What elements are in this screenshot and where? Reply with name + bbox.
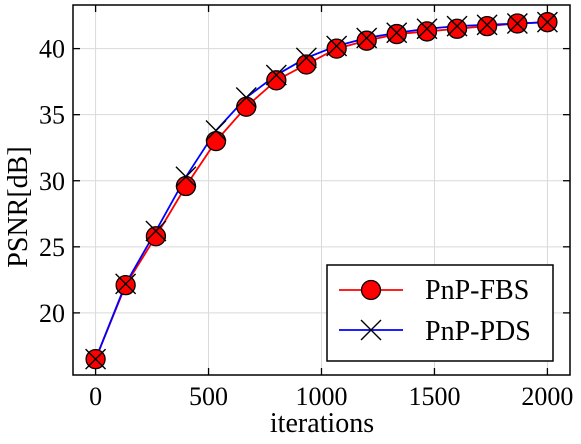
y-axis-label: PSNR[dB] (3, 146, 34, 267)
data-point-pnp-pds (446, 15, 468, 37)
data-point-pnp-pds (115, 273, 137, 295)
y-tick-label: 30 (39, 167, 65, 196)
y-tick-label: 35 (39, 101, 65, 130)
legend-marker-pds (360, 319, 382, 341)
data-point-pnp-fbs (386, 23, 407, 45)
x-tick-label: 2000 (521, 382, 573, 411)
axis-ticks (73, 5, 570, 375)
data-point-pnp-fbs (145, 226, 167, 247)
data-point-pnp-pds (326, 35, 348, 57)
series-line-pnp-fbs (94, 21, 548, 360)
y-tick-label: 25 (39, 233, 65, 262)
y-tick-label: 40 (39, 35, 65, 64)
legend-label-pds: PnP-PDS (425, 316, 531, 347)
data-point-pnp-fbs (115, 274, 136, 296)
data-point-pnp-pds (85, 348, 107, 370)
series-lines (94, 21, 548, 360)
tick-labels: 0 500 1000 1500 2000 20 25 30 35 40 (39, 35, 573, 411)
data-point-pnp-fbs (446, 18, 468, 39)
legend: PnP-FBS PnP-PDS (326, 264, 554, 362)
data-point-pnp-pds (506, 13, 528, 34)
x-tick-label: 1500 (408, 382, 460, 411)
legend-marker-fbs (360, 279, 382, 301)
data-point-pnp-fbs (416, 21, 438, 42)
data-point-pnp-pds (175, 166, 197, 188)
data-point-pnp-fbs (326, 38, 347, 59)
x-tick-label: 1000 (296, 382, 348, 411)
data-point-pnp-pds (536, 11, 558, 33)
grid-lines (73, 5, 570, 375)
data-point-pnp-pds (295, 47, 317, 69)
data-point-pnp-fbs (356, 30, 377, 51)
data-point-pnp-fbs (175, 175, 197, 197)
x-tick-label: 0 (89, 382, 102, 411)
data-point-pnp-fbs (205, 130, 227, 152)
data-point-pnp-pds (265, 64, 287, 86)
x-tick-label: 500 (189, 382, 228, 411)
data-point-pnp-pds (145, 220, 167, 242)
data-point-pnp-fbs (476, 15, 498, 37)
data-point-pnp-pds (476, 14, 498, 36)
data-point-pnp-pds (416, 18, 438, 40)
data-point-pnp-pds (356, 27, 378, 49)
data-point-pnp-fbs (266, 70, 287, 91)
data-point-pnp-fbs (236, 96, 257, 117)
legend-box (326, 264, 554, 362)
data-point-pnp-pds (205, 120, 227, 142)
legend-label-fbs: PnP-FBS (425, 275, 529, 306)
x-axis-label: iterations (270, 408, 374, 439)
data-point-pnp-pds (235, 87, 257, 108)
data-point-pnp-pds (386, 22, 408, 44)
y-tick-label: 20 (39, 299, 65, 328)
series-markers (85, 11, 558, 370)
data-point-pnp-fbs (296, 54, 317, 75)
series-line-pnp-pds (94, 21, 548, 360)
